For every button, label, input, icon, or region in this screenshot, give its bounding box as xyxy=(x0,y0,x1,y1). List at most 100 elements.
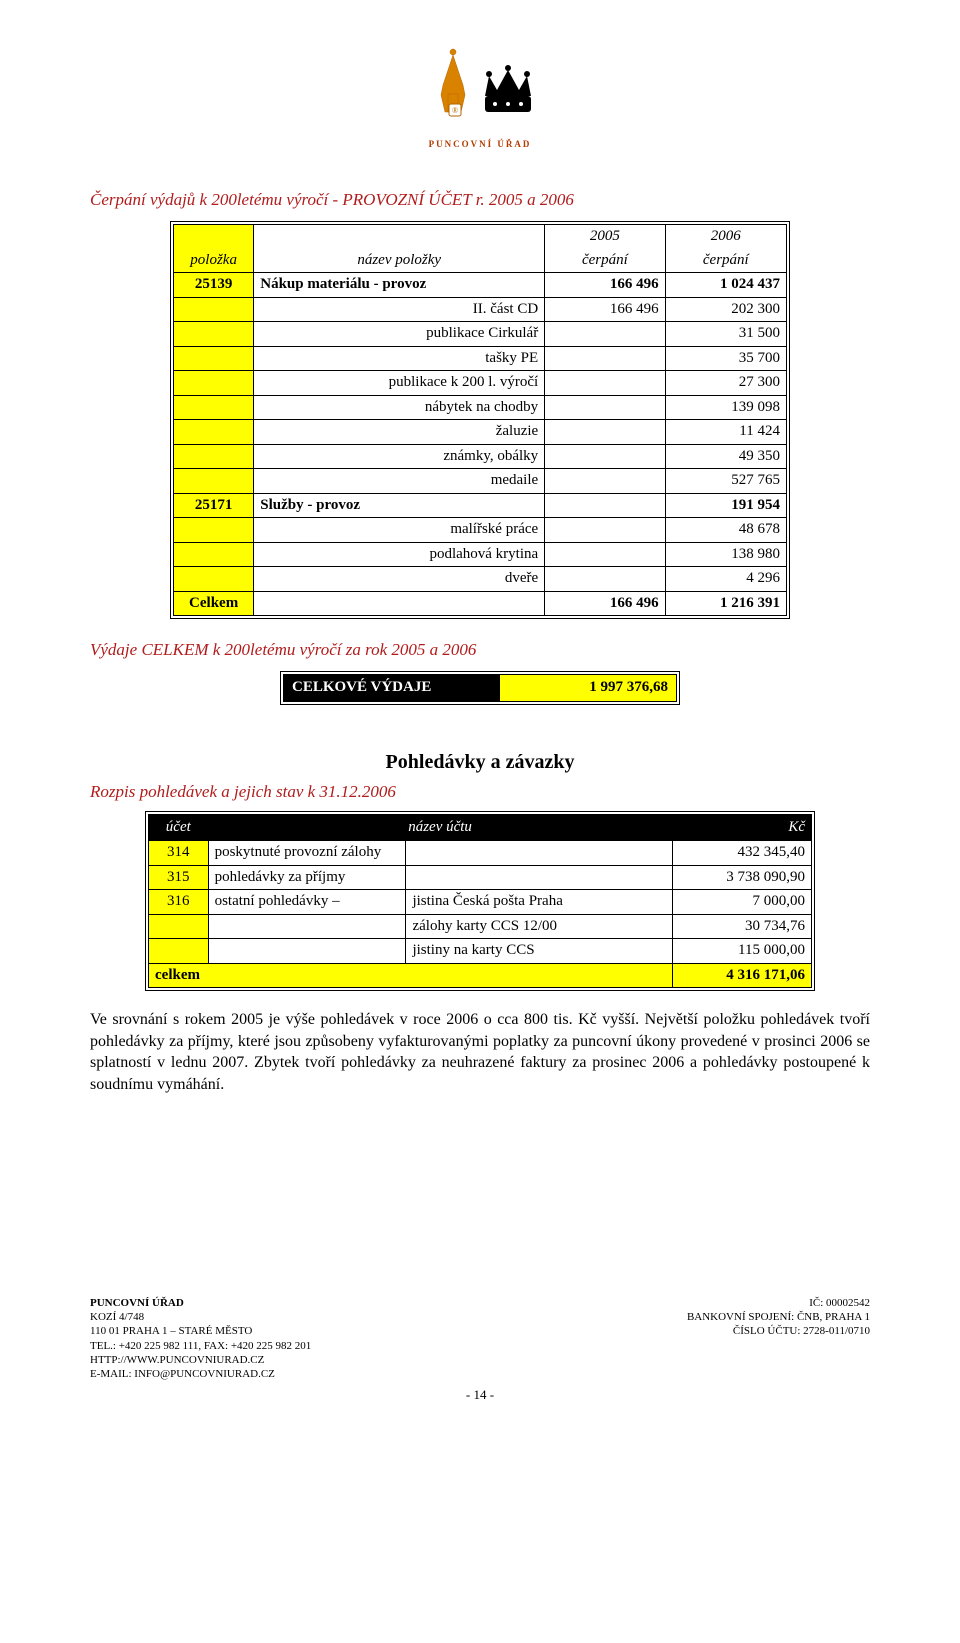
cell-2005 xyxy=(545,371,665,396)
cell-total-val: 4 316 171,06 xyxy=(673,964,811,988)
cell-2005 xyxy=(545,322,665,347)
totals-title: Výdaje CELKEM k 200letému výročí za rok … xyxy=(90,639,870,661)
cell-2006: 191 954 xyxy=(666,494,786,519)
footer-right: IČ: 00002542 BANKOVNÍ SPOJENÍ: ČNB, PRAH… xyxy=(687,1296,870,1382)
cell-kc: 7 000,00 xyxy=(673,890,811,915)
cell-extra xyxy=(406,866,672,891)
cell-code xyxy=(174,322,254,347)
cell-2006: 1 024 437 xyxy=(666,273,786,298)
cell-2006: 31 500 xyxy=(666,322,786,347)
cell-2005 xyxy=(545,494,665,519)
cell-2006: 138 980 xyxy=(666,543,786,568)
footer-acct: ČÍSLO ÚČTU: 2728-011/0710 xyxy=(687,1324,870,1338)
page-number: - 14 - xyxy=(90,1387,870,1404)
section3-subtitle: Rozpis pohledávek a jejich stav k 31.12.… xyxy=(90,781,870,803)
table-row: II. část CD166 496202 300 xyxy=(174,298,786,323)
cell-2005 xyxy=(545,567,665,592)
cell-total-label: celkem xyxy=(149,964,673,988)
logo-block: ® PUNCOVNÍ ÚŘAD xyxy=(90,40,870,153)
cell-code xyxy=(174,543,254,568)
table-row: medaile527 765 xyxy=(174,469,786,494)
cell-kc: 3 738 090,90 xyxy=(673,866,811,891)
table-row: 25139Nákup materiálu - provoz166 4961 02… xyxy=(174,273,786,298)
cell-ucet: 314 xyxy=(149,841,209,866)
cell-name: publikace k 200 l. výročí xyxy=(254,371,545,396)
cell-2006: 527 765 xyxy=(666,469,786,494)
cell-code xyxy=(174,567,254,592)
table-row: publikace Cirkulář 31 500 xyxy=(174,322,786,347)
cell-name: malířské práce xyxy=(254,518,545,543)
cell-code: Celkem xyxy=(174,592,254,616)
cell-2005 xyxy=(545,420,665,445)
table-row: podlahová krytina 138 980 xyxy=(174,543,786,568)
cell-name: nábytek na chodby xyxy=(254,396,545,421)
cell-nazev: poskytnuté provozní zálohy xyxy=(209,841,407,866)
footer-org: PUNCOVNÍ ÚŘAD xyxy=(90,1296,311,1310)
cell-nazev xyxy=(209,915,407,940)
cell-name: publikace Cirkulář xyxy=(254,322,545,347)
th-nazev: název položky xyxy=(254,225,545,273)
table-row: 314poskytnuté provozní zálohy 432 345,40 xyxy=(149,841,811,866)
cell-2005 xyxy=(545,347,665,372)
table-row: 25171Služby - provoz 191 954 xyxy=(174,494,786,519)
cell-code xyxy=(174,298,254,323)
footer-ic: IČ: 00002542 xyxy=(687,1296,870,1310)
cell-2006: 1 216 391 xyxy=(666,592,786,616)
table-row: 315pohledávky za příjmy3 738 090,90 xyxy=(149,866,811,891)
section3-heading: Pohledávky a závazky xyxy=(90,749,870,775)
cell-name: II. část CD xyxy=(254,298,545,323)
cell-nazev: ostatní pohledávky – xyxy=(209,890,407,915)
cell-2006: 4 296 xyxy=(666,567,786,592)
logo-text: PUNCOVNÍ ÚŘAD xyxy=(415,139,545,151)
th-polozka: položka xyxy=(174,225,254,273)
cell-2006: 11 424 xyxy=(666,420,786,445)
cell-name: Služby - provoz xyxy=(254,494,545,519)
cell-nazev xyxy=(209,939,407,964)
cell-2005 xyxy=(545,469,665,494)
cell-2005: 166 496 xyxy=(545,298,665,323)
cell-extra: jistina Česká pošta Praha xyxy=(406,890,672,915)
cell-2006: 202 300 xyxy=(666,298,786,323)
table-row: jistiny na karty CCS115 000,00 xyxy=(149,939,811,964)
cell-code xyxy=(174,469,254,494)
cell-2005 xyxy=(545,445,665,470)
footer-web: HTTP://WWW.PUNCOVNIURAD.CZ xyxy=(90,1353,311,1367)
table-row: dveře 4 296 xyxy=(174,567,786,592)
table-row: nábytek na chodby139 098 xyxy=(174,396,786,421)
table-row: tašky PE35 700 xyxy=(174,347,786,372)
table-row: malířské práce48 678 xyxy=(174,518,786,543)
cell-name: Nákup materiálu - provoz xyxy=(254,273,545,298)
cell-name: dveře xyxy=(254,567,545,592)
footer: PUNCOVNÍ ÚŘAD KOZÍ 4/748 110 01 PRAHA 1 … xyxy=(90,1296,870,1382)
cell-kc: 432 345,40 xyxy=(673,841,811,866)
cell-code xyxy=(174,371,254,396)
cell-code xyxy=(174,420,254,445)
footer-tel: TEL.: +420 225 982 111, FAX: +420 225 98… xyxy=(90,1339,311,1353)
paragraph: Ve srovnání s rokem 2005 je výše pohledá… xyxy=(90,1009,870,1095)
table-expenses: položka název položky 2005 2006 čerpání … xyxy=(170,221,790,619)
th-nazev-uctu: název účtu xyxy=(209,815,673,842)
cell-kc: 30 734,76 xyxy=(673,915,811,940)
cell-name: podlahová krytina xyxy=(254,543,545,568)
cell-name: známky, obálky xyxy=(254,445,545,470)
table-row: publikace k 200 l. výročí27 300 xyxy=(174,371,786,396)
th-2005b: čerpání xyxy=(545,249,665,274)
cell-code xyxy=(174,396,254,421)
cell-nazev: pohledávky za příjmy xyxy=(209,866,407,891)
cell-code xyxy=(174,347,254,372)
table-totals: CELKOVÉ VÝDAJE 1 997 376,68 xyxy=(280,671,680,705)
cell-name xyxy=(254,592,545,616)
cell-2005 xyxy=(545,518,665,543)
th-2006a: 2006 xyxy=(666,225,786,249)
cell-code xyxy=(174,445,254,470)
cell-2005 xyxy=(545,543,665,568)
cell-extra: jistiny na karty CCS xyxy=(406,939,672,964)
footer-email: E-MAIL: INFO@PUNCOVNIURAD.CZ xyxy=(90,1367,311,1381)
table-row: zálohy karty CCS 12/0030 734,76 xyxy=(149,915,811,940)
cell-code: 25171 xyxy=(174,494,254,519)
totals-label: CELKOVÉ VÝDAJE xyxy=(284,675,500,701)
table-receivables: účet název účtu Kč 314poskytnuté provozn… xyxy=(145,811,815,992)
totals-value: 1 997 376,68 xyxy=(500,675,676,701)
footer-left: PUNCOVNÍ ÚŘAD KOZÍ 4/748 110 01 PRAHA 1 … xyxy=(90,1296,311,1382)
section1-title: Čerpání výdajů k 200letému výročí - PROV… xyxy=(90,189,870,211)
